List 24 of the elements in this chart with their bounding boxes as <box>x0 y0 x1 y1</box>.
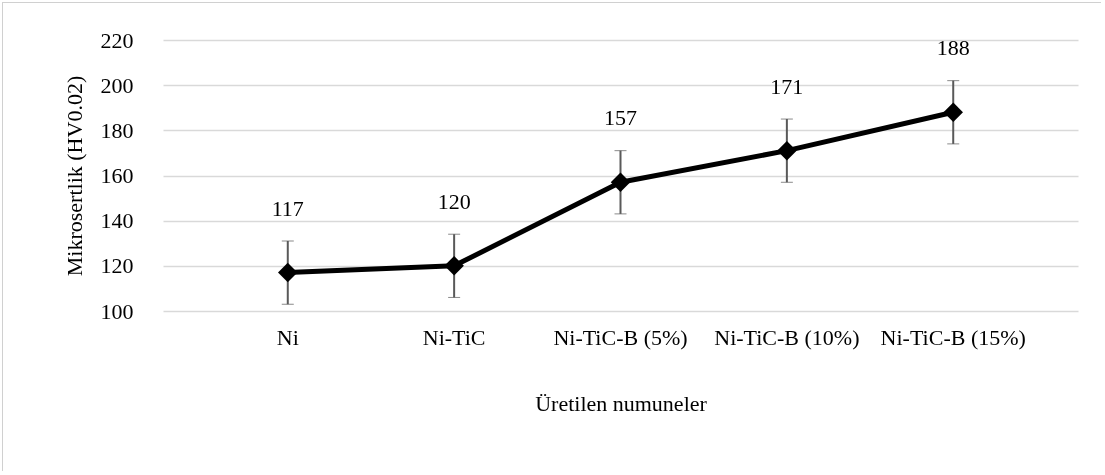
x-tick-label: Ni <box>276 324 299 350</box>
y-tick-label: 140 <box>100 208 134 234</box>
x-tick-label: Ni-TiC-B (15%) <box>880 324 1026 350</box>
point <box>278 262 298 283</box>
y-tick-label: 220 <box>100 27 134 53</box>
y-tick-label: 120 <box>100 253 134 279</box>
y-tick-label: 180 <box>100 117 134 143</box>
x-tick-label: Ni-TiC-B (5%) <box>553 324 688 350</box>
point <box>610 172 631 193</box>
y-tick-label: 100 <box>100 298 134 324</box>
data-label: 171 <box>770 73 804 99</box>
data-label: 188 <box>936 35 970 61</box>
point <box>444 256 464 276</box>
y-tick-label: 200 <box>100 72 134 98</box>
data-label: 157 <box>604 105 637 131</box>
data-label: 120 <box>437 188 471 214</box>
y-tick-label: 160 <box>100 163 134 188</box>
data-label: 117 <box>271 195 304 221</box>
point <box>777 140 797 161</box>
x-tick-label: Ni-TiC-B (10%) <box>714 324 860 350</box>
y-axis-title: Mikrosertlik (HV0.02) <box>61 75 87 277</box>
x-tick-label: Ni-TiC <box>422 324 486 350</box>
x-axis-title: Üretilen numuneler <box>535 390 708 416</box>
point <box>943 102 963 123</box>
